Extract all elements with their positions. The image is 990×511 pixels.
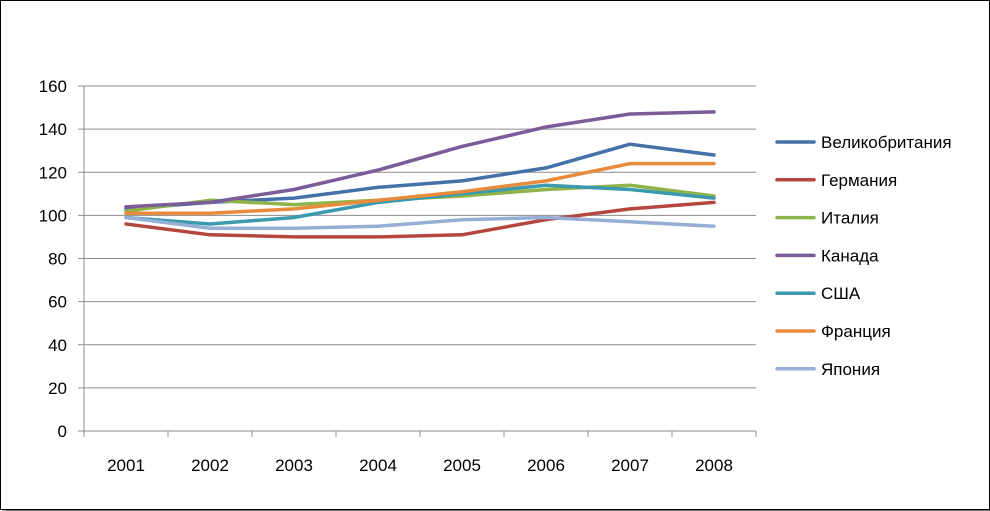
x-tick-label: 2008 bbox=[695, 456, 733, 475]
y-tick-label: 160 bbox=[39, 77, 67, 96]
x-tick-label: 2004 bbox=[359, 456, 397, 475]
axes bbox=[78, 85, 757, 437]
y-tick-label: 40 bbox=[48, 336, 67, 355]
y-tick-label: 100 bbox=[39, 206, 67, 225]
legend-label: Великобритания bbox=[821, 133, 952, 152]
legend-label: Япония bbox=[821, 360, 880, 379]
legend: Великобритания Германия Италия Канада США Фра… bbox=[775, 133, 952, 379]
y-tick-label: 20 bbox=[48, 379, 67, 398]
y-tick-label: 60 bbox=[48, 293, 67, 312]
series-line-6 bbox=[124, 161, 716, 215]
gridlines bbox=[84, 85, 756, 389]
series-line-2 bbox=[124, 200, 716, 239]
x-tick-label: 2006 bbox=[527, 456, 565, 475]
y-tick-label: 0 bbox=[58, 422, 67, 441]
legend-label: Германия bbox=[821, 171, 897, 190]
legend-label: Италия bbox=[821, 209, 879, 228]
series-line-7 bbox=[124, 215, 716, 231]
series-lines bbox=[124, 110, 716, 239]
x-tick-label: 2002 bbox=[191, 456, 229, 475]
x-tick-label: 2007 bbox=[611, 456, 649, 475]
x-tick-labels: 2001 2002 2003 2004 2005 2006 2007 2008 bbox=[107, 456, 733, 475]
x-tick-label: 2003 bbox=[275, 456, 313, 475]
x-tick-label: 2005 bbox=[443, 456, 481, 475]
y-tick-label: 140 bbox=[39, 120, 67, 139]
series-line-4 bbox=[124, 110, 716, 209]
y-tick-labels: 0 20 40 60 80 100 120 140 160 bbox=[39, 77, 67, 441]
legend-label: Франция bbox=[821, 322, 891, 341]
legend-label: США bbox=[821, 284, 861, 303]
y-tick-label: 80 bbox=[48, 250, 67, 269]
x-tick-label: 2001 bbox=[107, 456, 145, 475]
series-line-5 bbox=[124, 183, 716, 226]
y-tick-label: 120 bbox=[39, 163, 67, 182]
legend-label: Канада bbox=[821, 246, 879, 265]
